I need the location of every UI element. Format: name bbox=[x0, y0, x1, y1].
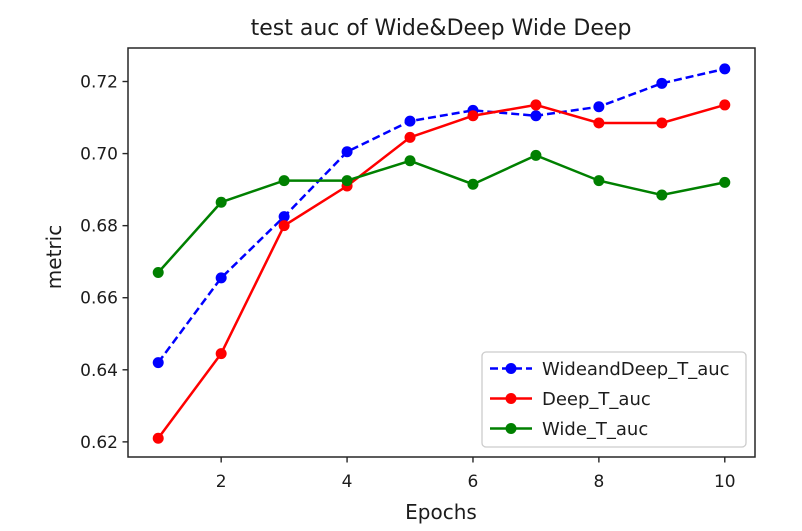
data-point-Deep_T_auc bbox=[278, 220, 290, 232]
y-tick-label: 0.62 bbox=[80, 433, 118, 453]
data-point-Wide_T_auc bbox=[404, 155, 416, 167]
data-point-WideandDeep_T_auc bbox=[593, 101, 605, 113]
series-line-Wide_T_auc bbox=[157, 154, 726, 274]
legend-marker-icon bbox=[505, 393, 517, 404]
data-point-Deep_T_auc bbox=[404, 131, 416, 143]
legend-entry-wideanddeep: WideandDeep_T_auc bbox=[490, 359, 730, 380]
legend-label: Deep_T_auc bbox=[542, 389, 651, 410]
legend-marker-icon bbox=[505, 363, 517, 374]
y-tick-label: 0.64 bbox=[80, 361, 118, 381]
legend-box bbox=[481, 351, 747, 448]
legend-marker-icon bbox=[505, 423, 517, 434]
data-point-Deep_T_auc bbox=[215, 348, 227, 360]
data-point-Deep_T_auc bbox=[530, 99, 542, 111]
data-point-Wide_T_auc bbox=[593, 175, 605, 187]
legend-entry-wide: Wide_T_auc bbox=[490, 419, 648, 440]
data-point-Wide_T_auc bbox=[278, 175, 290, 187]
data-point-WideandDeep_T_auc bbox=[719, 63, 731, 75]
data-point-Wide_T_auc bbox=[215, 196, 227, 208]
data-point-Deep_T_auc bbox=[152, 432, 164, 444]
legend-label: WideandDeep_T_auc bbox=[542, 359, 730, 380]
y-tick-label: 0.66 bbox=[80, 289, 118, 309]
x-axis-label: Epochs bbox=[405, 500, 477, 524]
series-line-Deep_T_auc bbox=[157, 103, 726, 440]
x-tick-label: 10 bbox=[714, 472, 736, 492]
chart-title: test auc of Wide&Deep Wide Deep bbox=[251, 16, 632, 41]
data-point-Wide_T_auc bbox=[341, 175, 353, 187]
data-point-Wide_T_auc bbox=[656, 189, 668, 201]
data-point-WideandDeep_T_auc bbox=[215, 272, 227, 284]
x-tick-label: 2 bbox=[216, 472, 227, 492]
legend-label: Wide_T_auc bbox=[542, 419, 648, 440]
data-point-Deep_T_auc bbox=[719, 99, 731, 111]
y-tick-label: 0.72 bbox=[80, 73, 118, 93]
x-tick-label: 4 bbox=[342, 472, 353, 492]
x-tick-label: 6 bbox=[468, 472, 479, 492]
data-point-WideandDeep_T_auc bbox=[656, 77, 668, 89]
data-point-Wide_T_auc bbox=[467, 178, 479, 190]
data-point-Deep_T_auc bbox=[593, 117, 605, 129]
data-point-Deep_T_auc bbox=[467, 110, 479, 122]
y-tick-label: 0.68 bbox=[80, 217, 118, 237]
axes: 2 4 6 8 10 0.62 0.64 0.66 0.68 0.70 0.72 bbox=[80, 47, 756, 492]
data-point-WideandDeep_T_auc bbox=[341, 146, 353, 158]
data-point-WideandDeep_T_auc bbox=[278, 211, 290, 223]
data-point-Deep_T_auc bbox=[656, 117, 668, 129]
data-point-Wide_T_auc bbox=[719, 176, 731, 188]
data-point-Wide_T_auc bbox=[152, 266, 164, 278]
data-point-Wide_T_auc bbox=[530, 149, 542, 161]
x-tick-label: 8 bbox=[593, 472, 604, 492]
data-point-WideandDeep_T_auc bbox=[404, 115, 416, 127]
data-point-WideandDeep_T_auc bbox=[152, 357, 164, 369]
plot-border bbox=[127, 47, 756, 458]
y-axis-label: metric bbox=[42, 225, 66, 289]
y-tick-label: 0.70 bbox=[80, 145, 118, 165]
legend: WideandDeep_T_auc Deep_T_auc Wide_T_auc bbox=[481, 351, 747, 448]
legend-entry-deep: Deep_T_auc bbox=[490, 389, 651, 410]
series-line-WideandDeep_T_auc bbox=[157, 67, 726, 364]
series-layer bbox=[152, 63, 731, 444]
data-point-WideandDeep_T_auc bbox=[530, 110, 542, 122]
